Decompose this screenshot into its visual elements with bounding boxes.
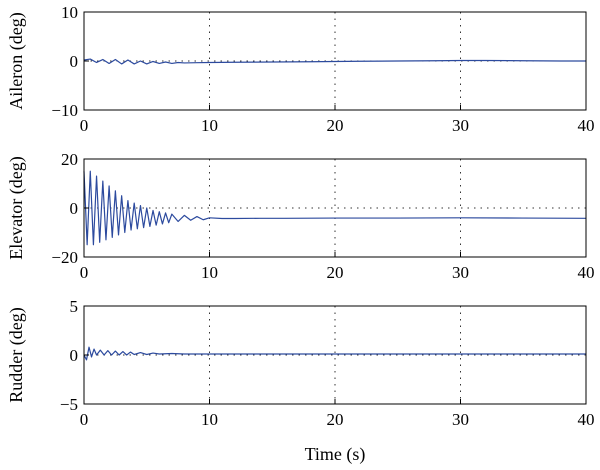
axes-frame: [83, 158, 587, 258]
y-tick-label: 5: [70, 297, 79, 316]
y-tick-label: −10: [51, 101, 78, 120]
y-axis-label: Elevator (deg): [6, 156, 27, 259]
x-tick-label: 0: [80, 263, 89, 282]
series-line: [83, 58, 586, 65]
y-tick-label: 0: [70, 52, 79, 71]
series-line: [83, 346, 586, 361]
x-tick-label: 40: [578, 116, 595, 135]
x-tick-label: 30: [452, 263, 469, 282]
y-axis-label: Aileron (deg): [6, 12, 27, 109]
y-tick-label: 0: [70, 199, 79, 218]
x-tick-label: 40: [578, 263, 595, 282]
x-tick-label: 30: [452, 410, 469, 429]
y-tick-label: 0: [70, 346, 79, 365]
x-tick-label: 10: [201, 410, 218, 429]
x-tick-label: 0: [80, 410, 89, 429]
series-line: [83, 170, 587, 246]
x-tick-label: 30: [452, 116, 469, 135]
x-tick-label: 10: [201, 263, 218, 282]
y-axis-label: Rudder (deg): [6, 307, 27, 402]
x-tick-label: 20: [327, 263, 344, 282]
y-tick-label: −5: [60, 395, 78, 414]
y-tick-label: 10: [61, 3, 78, 22]
x-tick-label: 0: [80, 116, 89, 135]
x-tick-label: 20: [327, 410, 344, 429]
x-tick-label: 40: [578, 410, 595, 429]
x-tick-label: 20: [327, 116, 344, 135]
x-axis-label: Time (s): [305, 444, 366, 465]
y-tick-label: 20: [61, 150, 78, 169]
axes-frame: [83, 305, 587, 405]
x-tick-label: 10: [201, 116, 218, 135]
y-tick-label: −20: [51, 248, 78, 267]
